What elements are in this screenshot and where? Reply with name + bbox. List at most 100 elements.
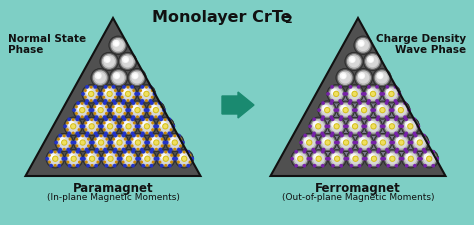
Circle shape [160,118,163,120]
Circle shape [350,151,353,153]
Circle shape [144,91,149,96]
Circle shape [373,69,391,87]
Circle shape [332,154,338,160]
Circle shape [316,124,321,129]
Circle shape [76,136,89,149]
Circle shape [79,155,80,156]
Circle shape [394,104,408,117]
Circle shape [170,148,172,151]
Circle shape [377,72,387,83]
Circle shape [113,145,114,146]
Circle shape [132,165,134,167]
Circle shape [98,108,103,112]
Circle shape [134,107,137,110]
Circle shape [377,102,380,104]
Circle shape [152,138,157,143]
Circle shape [112,104,126,117]
Circle shape [356,102,372,118]
Circle shape [393,102,409,118]
Circle shape [424,154,434,164]
Circle shape [98,139,101,142]
Circle shape [139,151,155,166]
Circle shape [367,152,381,165]
Circle shape [310,119,326,134]
Circle shape [124,154,130,160]
Circle shape [351,154,356,160]
Polygon shape [392,110,410,126]
Circle shape [147,101,164,119]
Circle shape [129,134,147,151]
Circle shape [345,141,347,144]
Circle shape [168,118,171,120]
Circle shape [118,141,121,144]
Circle shape [152,90,153,91]
Circle shape [118,116,120,117]
Circle shape [159,152,173,165]
Circle shape [128,87,129,88]
Circle shape [152,155,154,156]
Circle shape [114,105,124,115]
Circle shape [67,152,80,165]
Circle shape [371,155,374,159]
Circle shape [367,102,369,104]
Circle shape [168,132,171,135]
Circle shape [359,116,361,118]
Circle shape [116,107,119,110]
Circle shape [114,105,120,111]
Circle shape [118,93,121,95]
Circle shape [341,134,343,137]
Circle shape [349,89,360,99]
Circle shape [321,118,323,120]
Circle shape [404,120,417,133]
Circle shape [348,87,361,101]
Circle shape [352,123,355,126]
Circle shape [85,122,87,124]
Circle shape [395,136,408,149]
Circle shape [157,150,174,168]
Circle shape [134,161,136,163]
Circle shape [165,141,168,144]
Circle shape [341,148,343,151]
Circle shape [123,89,133,99]
Circle shape [159,120,172,133]
Circle shape [98,93,100,95]
Text: Normal State: Normal State [8,34,86,44]
Circle shape [360,138,365,143]
Circle shape [396,137,407,148]
Circle shape [307,140,312,145]
Circle shape [78,129,80,130]
Circle shape [73,151,74,153]
Circle shape [341,137,351,148]
Circle shape [378,138,384,143]
Circle shape [110,101,128,119]
Circle shape [348,120,362,133]
Circle shape [339,136,353,149]
Circle shape [367,56,378,67]
Circle shape [373,109,375,111]
Circle shape [49,152,62,165]
Circle shape [385,87,398,101]
Circle shape [96,137,106,148]
Circle shape [128,69,146,87]
Circle shape [154,140,159,145]
Circle shape [390,141,392,144]
Circle shape [376,86,378,88]
Circle shape [408,155,411,159]
Circle shape [347,119,363,134]
Circle shape [334,109,337,111]
Circle shape [62,140,67,145]
Circle shape [128,100,129,101]
Circle shape [292,150,309,168]
Circle shape [328,85,345,103]
Circle shape [87,154,97,164]
Circle shape [59,137,69,148]
Circle shape [395,136,408,149]
Text: Wave Phase: Wave Phase [395,45,466,55]
Circle shape [81,109,83,112]
Circle shape [320,135,336,150]
Circle shape [370,123,374,126]
Circle shape [339,100,341,102]
Circle shape [380,93,383,95]
Circle shape [124,154,130,160]
Circle shape [330,152,344,165]
